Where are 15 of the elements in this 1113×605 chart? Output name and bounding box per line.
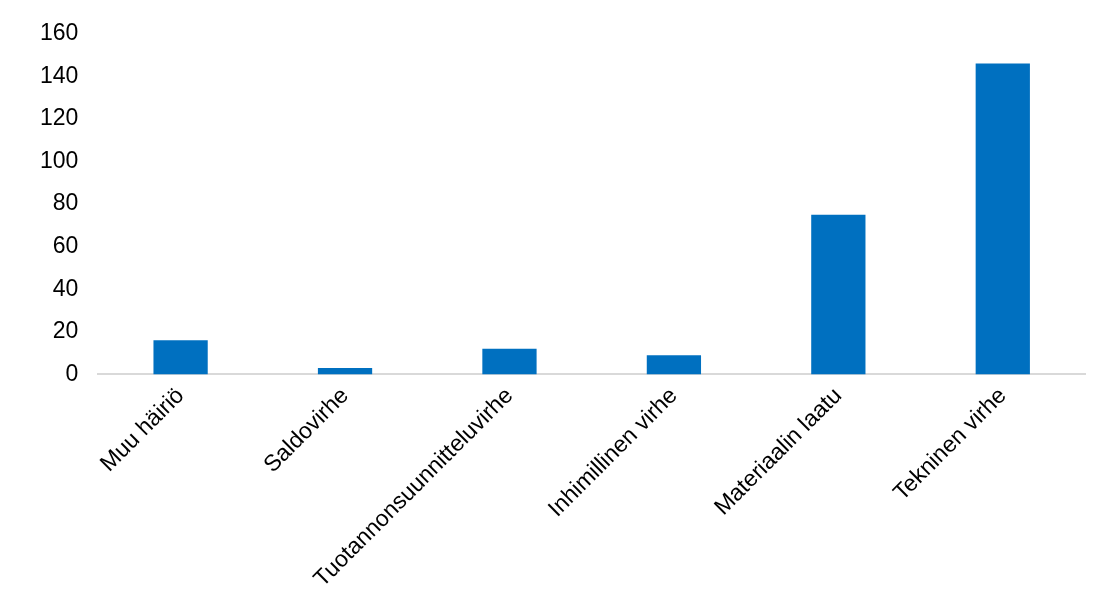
y-tick-label: 60 <box>52 232 79 259</box>
y-tick-label: 140 <box>40 61 79 88</box>
bar <box>482 348 537 375</box>
y-tick-label: 80 <box>52 189 79 216</box>
y-tick-label: 160 <box>40 19 79 46</box>
y-tick-label: 100 <box>40 146 79 173</box>
y-tick-label: 20 <box>52 317 79 344</box>
y-tick-label: 40 <box>52 274 79 301</box>
bar <box>975 63 1030 375</box>
bar <box>153 340 208 375</box>
bar <box>646 355 702 375</box>
bar <box>317 368 373 375</box>
y-tick-label: 0 <box>65 359 79 386</box>
y-tick-label: 120 <box>40 104 79 131</box>
bar <box>811 214 866 375</box>
